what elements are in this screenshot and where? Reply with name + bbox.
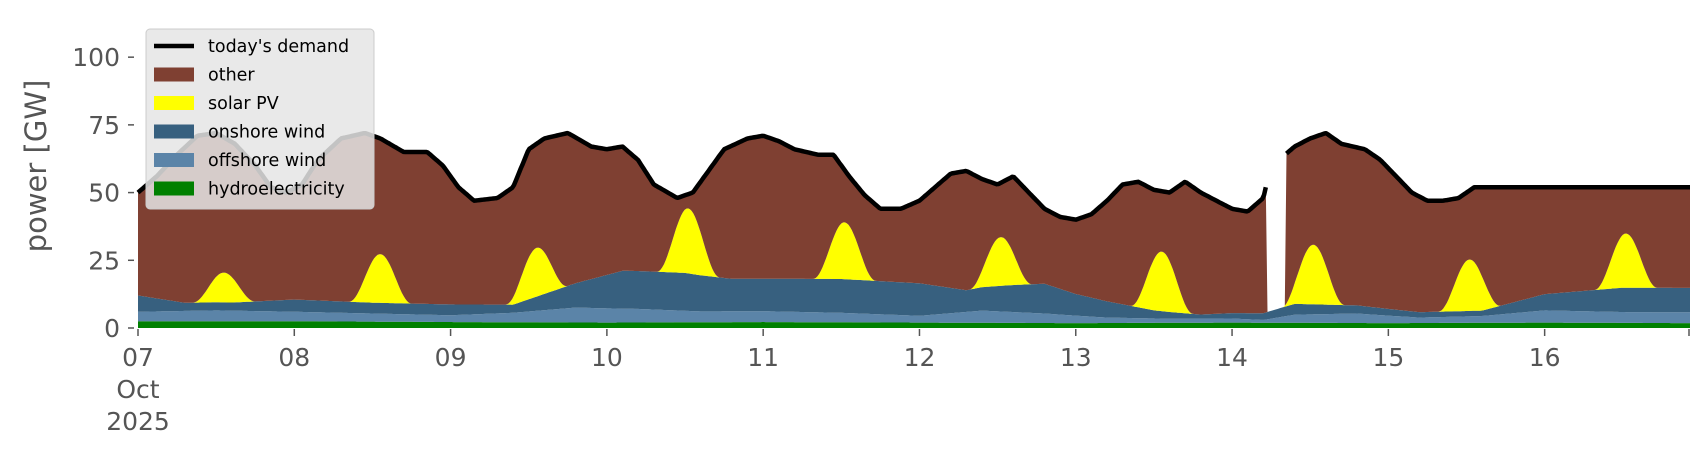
- y-tick-label: 75: [88, 111, 120, 140]
- offshore-wind-area: [138, 307, 1690, 324]
- legend-swatch: [154, 153, 194, 167]
- legend-entry: onshore wind: [154, 123, 325, 143]
- legend-swatch: [154, 181, 194, 196]
- legend-label: today's demand: [208, 37, 349, 57]
- x-tick-label: 13: [1060, 343, 1092, 372]
- hydroelectricity-area: [138, 321, 1690, 328]
- y-tick-label: 25: [88, 246, 120, 275]
- onshore-wind-area: [138, 270, 1690, 320]
- legend-swatch: [154, 96, 194, 110]
- solar-pv-area: [138, 208, 1690, 315]
- x-tick-label: 14: [1216, 343, 1248, 372]
- x-axis: 07 Oct 2025 08 09 10 11 12 13 14 15 16: [106, 329, 1690, 436]
- x-tick-sublabel: Oct: [116, 375, 159, 404]
- x-tick-label: 16: [1529, 343, 1561, 372]
- legend-box: [145, 28, 375, 210]
- legend-swatch: [154, 67, 194, 82]
- x-tick-sublabel: 2025: [106, 407, 170, 436]
- x-tick-label: 11: [747, 343, 779, 372]
- legend-label: other: [208, 66, 255, 86]
- legend-swatch: [154, 124, 194, 139]
- legend-entry: offshore wind: [154, 151, 326, 171]
- y-tick-label: 50: [88, 179, 120, 208]
- legend-label: solar PV: [208, 94, 279, 114]
- other-area: [138, 133, 1690, 315]
- legend-label: offshore wind: [208, 151, 326, 171]
- x-tick-label: 10: [591, 343, 623, 372]
- legend-label: onshore wind: [208, 123, 325, 143]
- legend: today's demand other solar PV onshore wind o…: [145, 28, 375, 210]
- y-axis-title: power [GW]: [19, 80, 53, 253]
- demand-line-segment-2: [1285, 130, 1691, 203]
- y-axis: 0 25 50 75 100: [72, 43, 134, 343]
- legend-entry: hydroelectricity: [154, 180, 345, 200]
- y-tick-label: 0: [104, 314, 120, 343]
- legend-label: hydroelectricity: [208, 180, 345, 200]
- x-tick-label: 09: [435, 343, 467, 372]
- legend-entry: today's demand: [154, 37, 349, 57]
- legend-entry: other: [154, 66, 255, 86]
- x-tick-label: 15: [1372, 343, 1404, 372]
- x-tick-label: 07: [122, 343, 154, 372]
- x-tick-label: 12: [904, 343, 936, 372]
- y-tick-label: 100: [72, 43, 120, 72]
- legend-entry: solar PV: [154, 94, 279, 114]
- x-tick-label: 08: [278, 343, 310, 372]
